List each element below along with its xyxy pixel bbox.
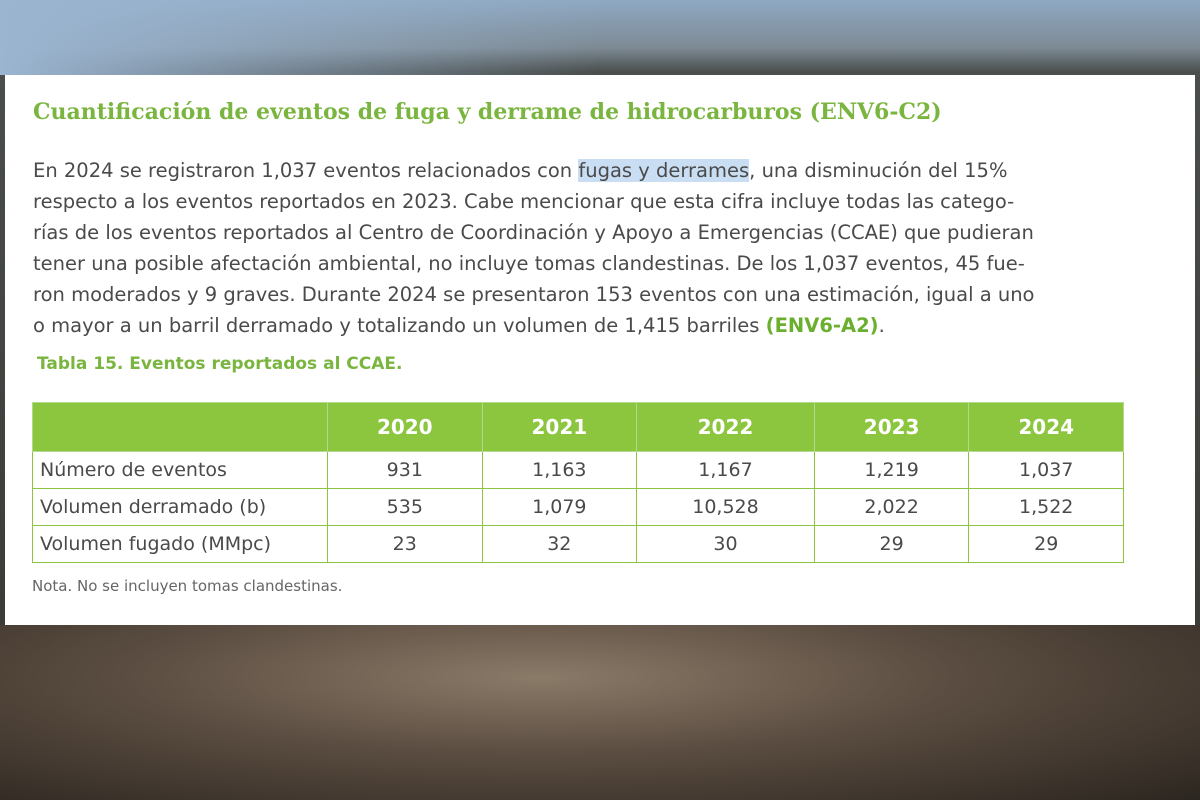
header-cell: 2023 xyxy=(813,402,970,452)
selected-text[interactable]: fugas y derrames xyxy=(578,159,750,182)
table-cell: 1,037 xyxy=(968,451,1124,489)
text-run: . xyxy=(878,314,885,337)
text-run: o mayor a un barril derramado y totaliza… xyxy=(33,314,766,337)
paragraph-line: respecto a los eventos reportados en 202… xyxy=(33,190,1015,213)
table-cell: 1,522 xyxy=(968,488,1124,526)
header-cell: 2021 xyxy=(481,402,638,452)
table-caption: Tabla 15. Eventos reportados al CCAE. xyxy=(37,354,403,374)
header-row: 2020 2021 2022 2023 2024 xyxy=(32,402,1124,452)
paragraph-line: En 2024 se registraron 1,037 eventos rel… xyxy=(33,155,1153,186)
row-label: Volumen fugado (MMpc) xyxy=(32,525,328,563)
row-label: Número de eventos xyxy=(32,451,328,489)
header-cell: 2024 xyxy=(968,402,1124,452)
table-row: Número de eventos 931 1,163 1,167 1,219 1,037 xyxy=(32,451,1124,489)
table-cell: 535 xyxy=(327,488,483,526)
background-sky xyxy=(0,0,600,75)
row-label: Volumen derramado (b) xyxy=(32,488,328,526)
table-cell: 1,167 xyxy=(636,451,815,489)
section-heading: Cuantificación de eventos de fuga y derr… xyxy=(33,99,942,125)
table-cell: 23 xyxy=(327,525,483,563)
header-cell: 2020 xyxy=(327,402,483,452)
table-row: Volumen derramado (b) 535 1,079 10,528 2,022… xyxy=(32,488,1124,526)
table-cell: 29 xyxy=(968,525,1124,563)
header-cell: 2022 xyxy=(636,402,815,452)
paragraph-line: o mayor a un barril derramado y totaliza… xyxy=(33,310,1153,341)
data-table: 2020 2021 2022 2023 2024 Número de eventos 93… xyxy=(32,402,1124,563)
table-cell: 29 xyxy=(813,525,970,563)
background-blur xyxy=(0,625,1200,800)
text-run: , una disminución del 15% xyxy=(749,159,1008,182)
reference: (ENV6-A2) xyxy=(765,314,879,337)
table-cell: 1,219 xyxy=(813,451,970,489)
paragraph: En 2024 se registraron 1,037 eventos rel… xyxy=(33,155,1153,341)
table-cell: 32 xyxy=(481,525,638,563)
table-note: Nota. No se incluyen tomas clandestinas. xyxy=(32,577,343,595)
header-cell xyxy=(32,402,328,452)
document-page: Cuantificación de eventos de fuga y derr… xyxy=(5,75,1195,625)
text-run: En 2024 se registraron 1,037 eventos rel… xyxy=(33,159,579,182)
table-row: Volumen fugado (MMpc) 23 32 30 29 29 xyxy=(32,525,1124,563)
table-cell: 931 xyxy=(327,451,483,489)
table-cell: 1,079 xyxy=(481,488,638,526)
paragraph-line: rías de los eventos reportados al Centro… xyxy=(33,221,1034,244)
table-cell: 1,163 xyxy=(481,451,638,489)
table-cell: 30 xyxy=(636,525,815,563)
table-cell: 2,022 xyxy=(813,488,970,526)
paragraph-line: tener una posible afectación ambiental, … xyxy=(33,252,1025,275)
paragraph-line: ron moderados y 9 graves. Durante 2024 s… xyxy=(33,283,1035,306)
table-cell: 10,528 xyxy=(636,488,815,526)
